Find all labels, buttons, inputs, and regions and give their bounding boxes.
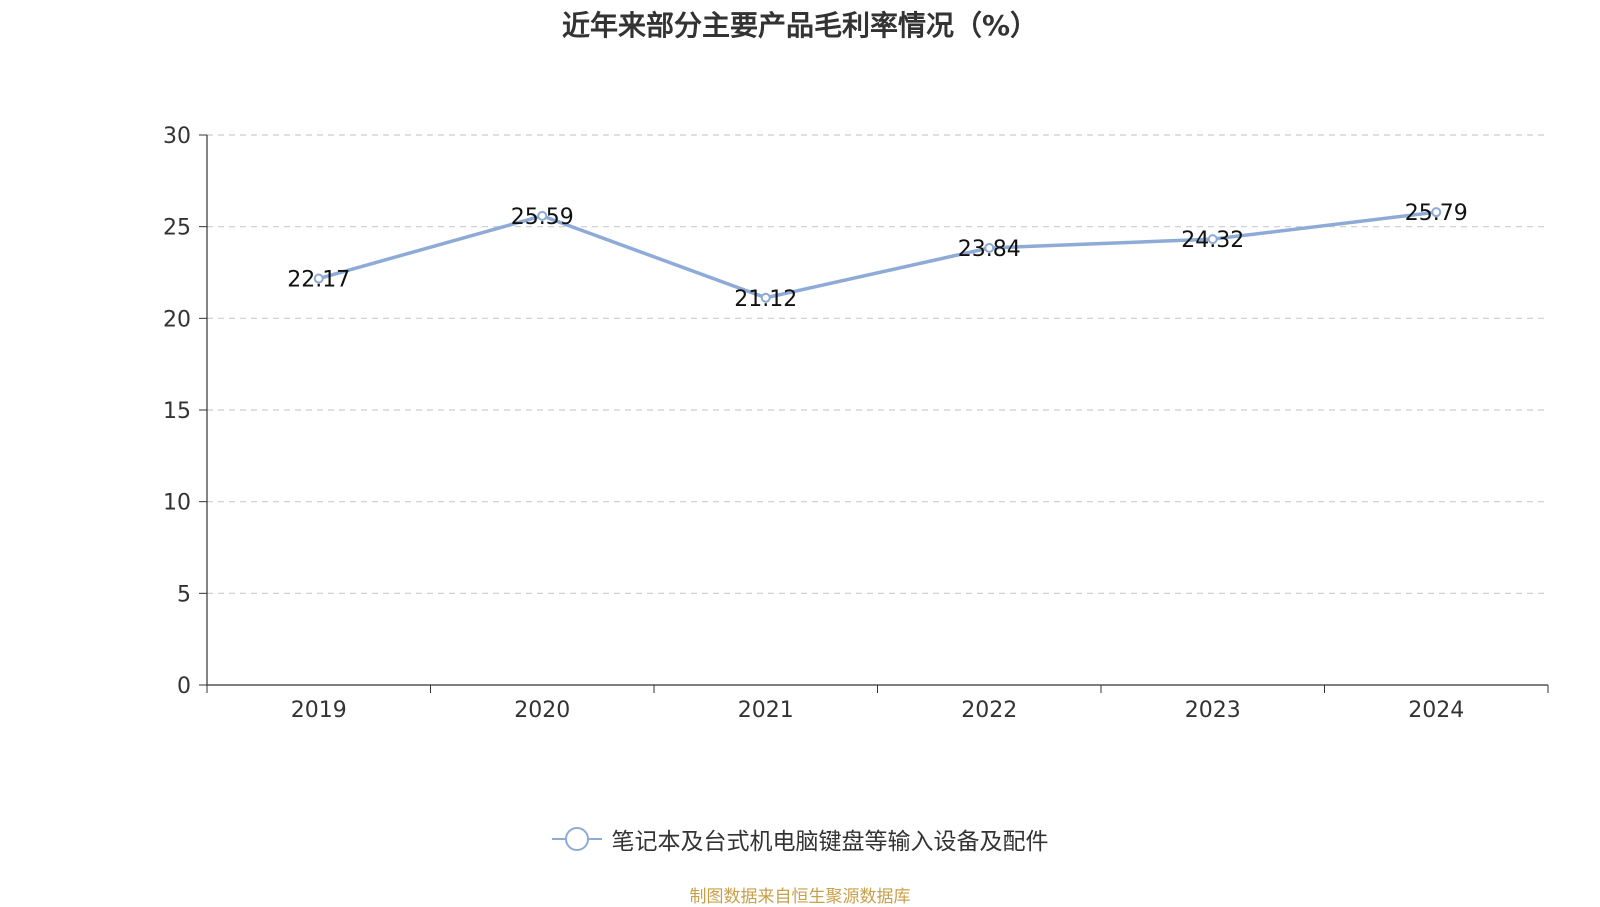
x-tick-label: 2022 (961, 698, 1017, 723)
x-tick-label: 2021 (738, 698, 794, 723)
series-layer (313, 207, 1442, 303)
x-tick-label: 2020 (514, 698, 570, 723)
grid-lines (207, 134, 1548, 594)
data-point[interactable] (537, 210, 548, 221)
source-note: 制图数据来自恒生聚源数据库 (689, 887, 911, 907)
data-label: 21.12 (734, 287, 797, 312)
data-label: 25.79 (1405, 201, 1468, 226)
x-tick-label: 2019 (291, 698, 347, 723)
data-label: 24.32 (1181, 228, 1244, 253)
legend-line-icon (551, 827, 602, 851)
series-line (318, 210, 1437, 300)
data-label: 25.59 (511, 205, 574, 230)
data-point[interactable] (313, 273, 324, 284)
data-point[interactable] (760, 292, 771, 303)
data-labels: 22.17 25.59 21.12 23.84 24.32 25.79 (287, 201, 1467, 312)
legend[interactable]: 笔记本及台式机电脑键盘等输入设备及配件 (0, 822, 1600, 856)
legend-label: 笔记本及台式机电脑键盘等输入设备及配件 (611, 829, 1049, 855)
data-point[interactable] (984, 242, 995, 253)
x-tick-label: 2023 (1185, 698, 1241, 723)
axes: 0 5 10 15 20 25 30 2019 2020 2021 2022 2023 2024 (163, 124, 1549, 723)
y-tick-label: 0 (177, 674, 191, 699)
data-point[interactable] (1431, 207, 1442, 218)
data-label: 23.84 (958, 237, 1021, 262)
y-tick-label: 25 (163, 216, 191, 241)
data-point[interactable] (1207, 234, 1218, 245)
y-tick-label: 10 (163, 491, 191, 516)
chart-title: 近年来部分主要产品毛利率情况（%） (561, 9, 1039, 42)
y-tick-label: 15 (163, 399, 191, 424)
x-tick-label: 2024 (1408, 698, 1464, 723)
y-tick-label: 30 (163, 124, 191, 149)
y-tick-label: 20 (163, 307, 191, 332)
data-label: 22.17 (287, 268, 350, 293)
y-tick-label: 5 (177, 582, 191, 607)
